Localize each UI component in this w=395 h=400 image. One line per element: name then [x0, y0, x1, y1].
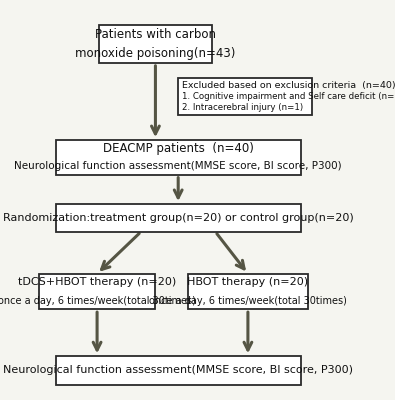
- FancyBboxPatch shape: [188, 274, 308, 309]
- Text: once a day, 6 times/week(total 30times): once a day, 6 times/week(total 30times): [0, 296, 196, 306]
- Text: DEACMP patients  (n=40): DEACMP patients (n=40): [103, 142, 254, 155]
- Text: once a day, 6 times/week(total 30times): once a day, 6 times/week(total 30times): [149, 296, 347, 306]
- Text: Patients with carbon: Patients with carbon: [95, 28, 216, 41]
- Text: HBOT therapy (n=20): HBOT therapy (n=20): [187, 277, 308, 287]
- Text: Neurological function assessment(MMSE score, BI score, P300): Neurological function assessment(MMSE sc…: [3, 366, 353, 375]
- FancyBboxPatch shape: [56, 356, 301, 385]
- FancyBboxPatch shape: [56, 140, 301, 175]
- Text: Randomization:treatment group(n=20) or control group(n=20): Randomization:treatment group(n=20) or c…: [3, 213, 354, 223]
- FancyBboxPatch shape: [56, 204, 301, 232]
- Text: 1. Cognitive impairment and Self care deficit (n=2): 1. Cognitive impairment and Self care de…: [182, 92, 395, 101]
- Text: tDCS+HBOT therapy (n=20): tDCS+HBOT therapy (n=20): [18, 277, 176, 287]
- Text: monoxide poisoning(n=43): monoxide poisoning(n=43): [75, 48, 235, 60]
- FancyBboxPatch shape: [178, 78, 312, 115]
- Text: 2. Intracerebral injury (n=1): 2. Intracerebral injury (n=1): [182, 103, 303, 112]
- FancyBboxPatch shape: [98, 26, 213, 63]
- Text: Neurological function assessment(MMSE score, BI score, P300): Neurological function assessment(MMSE sc…: [14, 162, 342, 172]
- FancyBboxPatch shape: [39, 274, 155, 309]
- Text: Excluded based on exclusion criteria  (n=40): Excluded based on exclusion criteria (n=…: [182, 81, 395, 90]
